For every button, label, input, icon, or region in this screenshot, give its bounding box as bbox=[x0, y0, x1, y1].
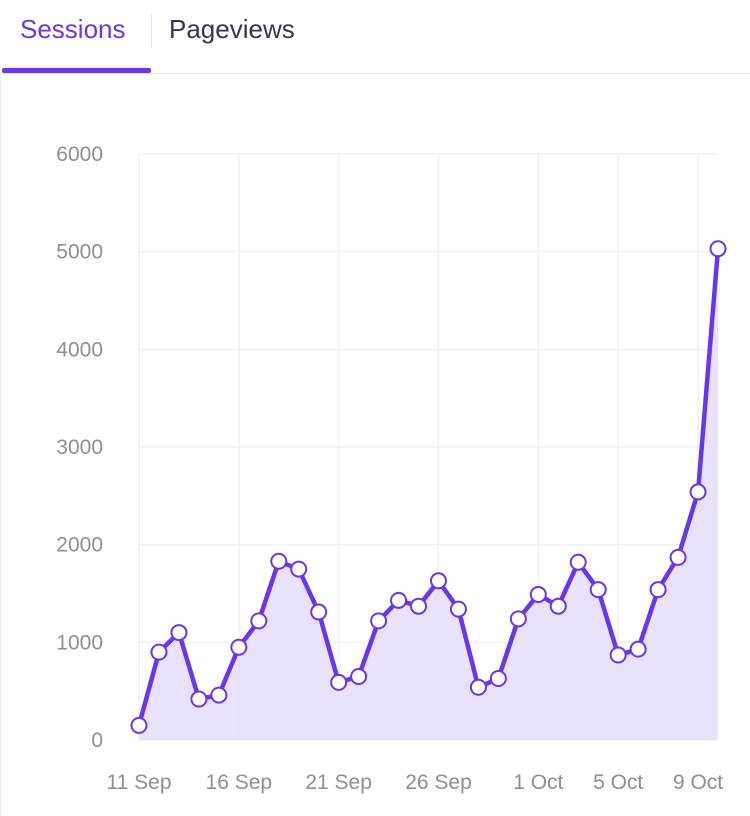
data-point bbox=[210, 686, 228, 704]
data-point bbox=[689, 483, 707, 501]
x-tick-label: 5 Oct bbox=[593, 771, 643, 794]
data-point bbox=[330, 673, 348, 691]
data-point bbox=[130, 716, 148, 734]
active-tab-indicator bbox=[2, 68, 151, 73]
y-tick-label: 5000 bbox=[56, 241, 103, 264]
data-point bbox=[410, 597, 428, 615]
data-point bbox=[350, 668, 368, 686]
data-point bbox=[509, 610, 527, 628]
data-point bbox=[609, 646, 627, 664]
data-point bbox=[569, 553, 587, 571]
data-point bbox=[469, 678, 487, 696]
tab-bar: Sessions Pageviews bbox=[0, 0, 750, 74]
y-tick-label: 2000 bbox=[56, 534, 103, 557]
data-point bbox=[589, 581, 607, 599]
data-point bbox=[310, 603, 328, 621]
data-point bbox=[529, 585, 547, 603]
y-tick-label: 1000 bbox=[56, 631, 103, 654]
data-point bbox=[250, 612, 268, 630]
x-tick-label: 9 Oct bbox=[673, 771, 723, 794]
x-tick-label: 21 Sep bbox=[305, 771, 372, 794]
y-tick-label: 3000 bbox=[56, 436, 103, 459]
data-point bbox=[629, 640, 647, 658]
tab-divider bbox=[151, 14, 152, 48]
data-point bbox=[270, 552, 288, 570]
data-point bbox=[429, 572, 447, 590]
sessions-area bbox=[139, 248, 718, 740]
data-point bbox=[489, 669, 507, 687]
data-point bbox=[230, 638, 248, 656]
panel-border bbox=[0, 74, 1, 816]
y-tick-label: 0 bbox=[91, 729, 103, 752]
x-tick-label: 1 Oct bbox=[513, 771, 563, 794]
data-point bbox=[709, 240, 727, 258]
tab-sessions[interactable]: Sessions bbox=[20, 14, 126, 44]
data-point bbox=[290, 560, 308, 578]
data-point bbox=[190, 690, 208, 708]
data-point bbox=[449, 600, 467, 618]
x-tick-label: 11 Sep bbox=[107, 771, 172, 794]
data-point bbox=[390, 591, 408, 609]
y-tick-label: 4000 bbox=[56, 338, 103, 361]
x-tick-label: 26 Sep bbox=[405, 771, 472, 794]
x-tick-label: 16 Sep bbox=[206, 771, 273, 794]
data-point bbox=[150, 643, 168, 661]
data-point bbox=[549, 597, 567, 615]
y-tick-label: 6000 bbox=[56, 143, 103, 166]
tab-pageviews[interactable]: Pageviews bbox=[169, 14, 295, 44]
data-point bbox=[649, 581, 667, 599]
data-point bbox=[669, 548, 687, 566]
data-point bbox=[170, 624, 188, 642]
data-point bbox=[370, 612, 388, 630]
